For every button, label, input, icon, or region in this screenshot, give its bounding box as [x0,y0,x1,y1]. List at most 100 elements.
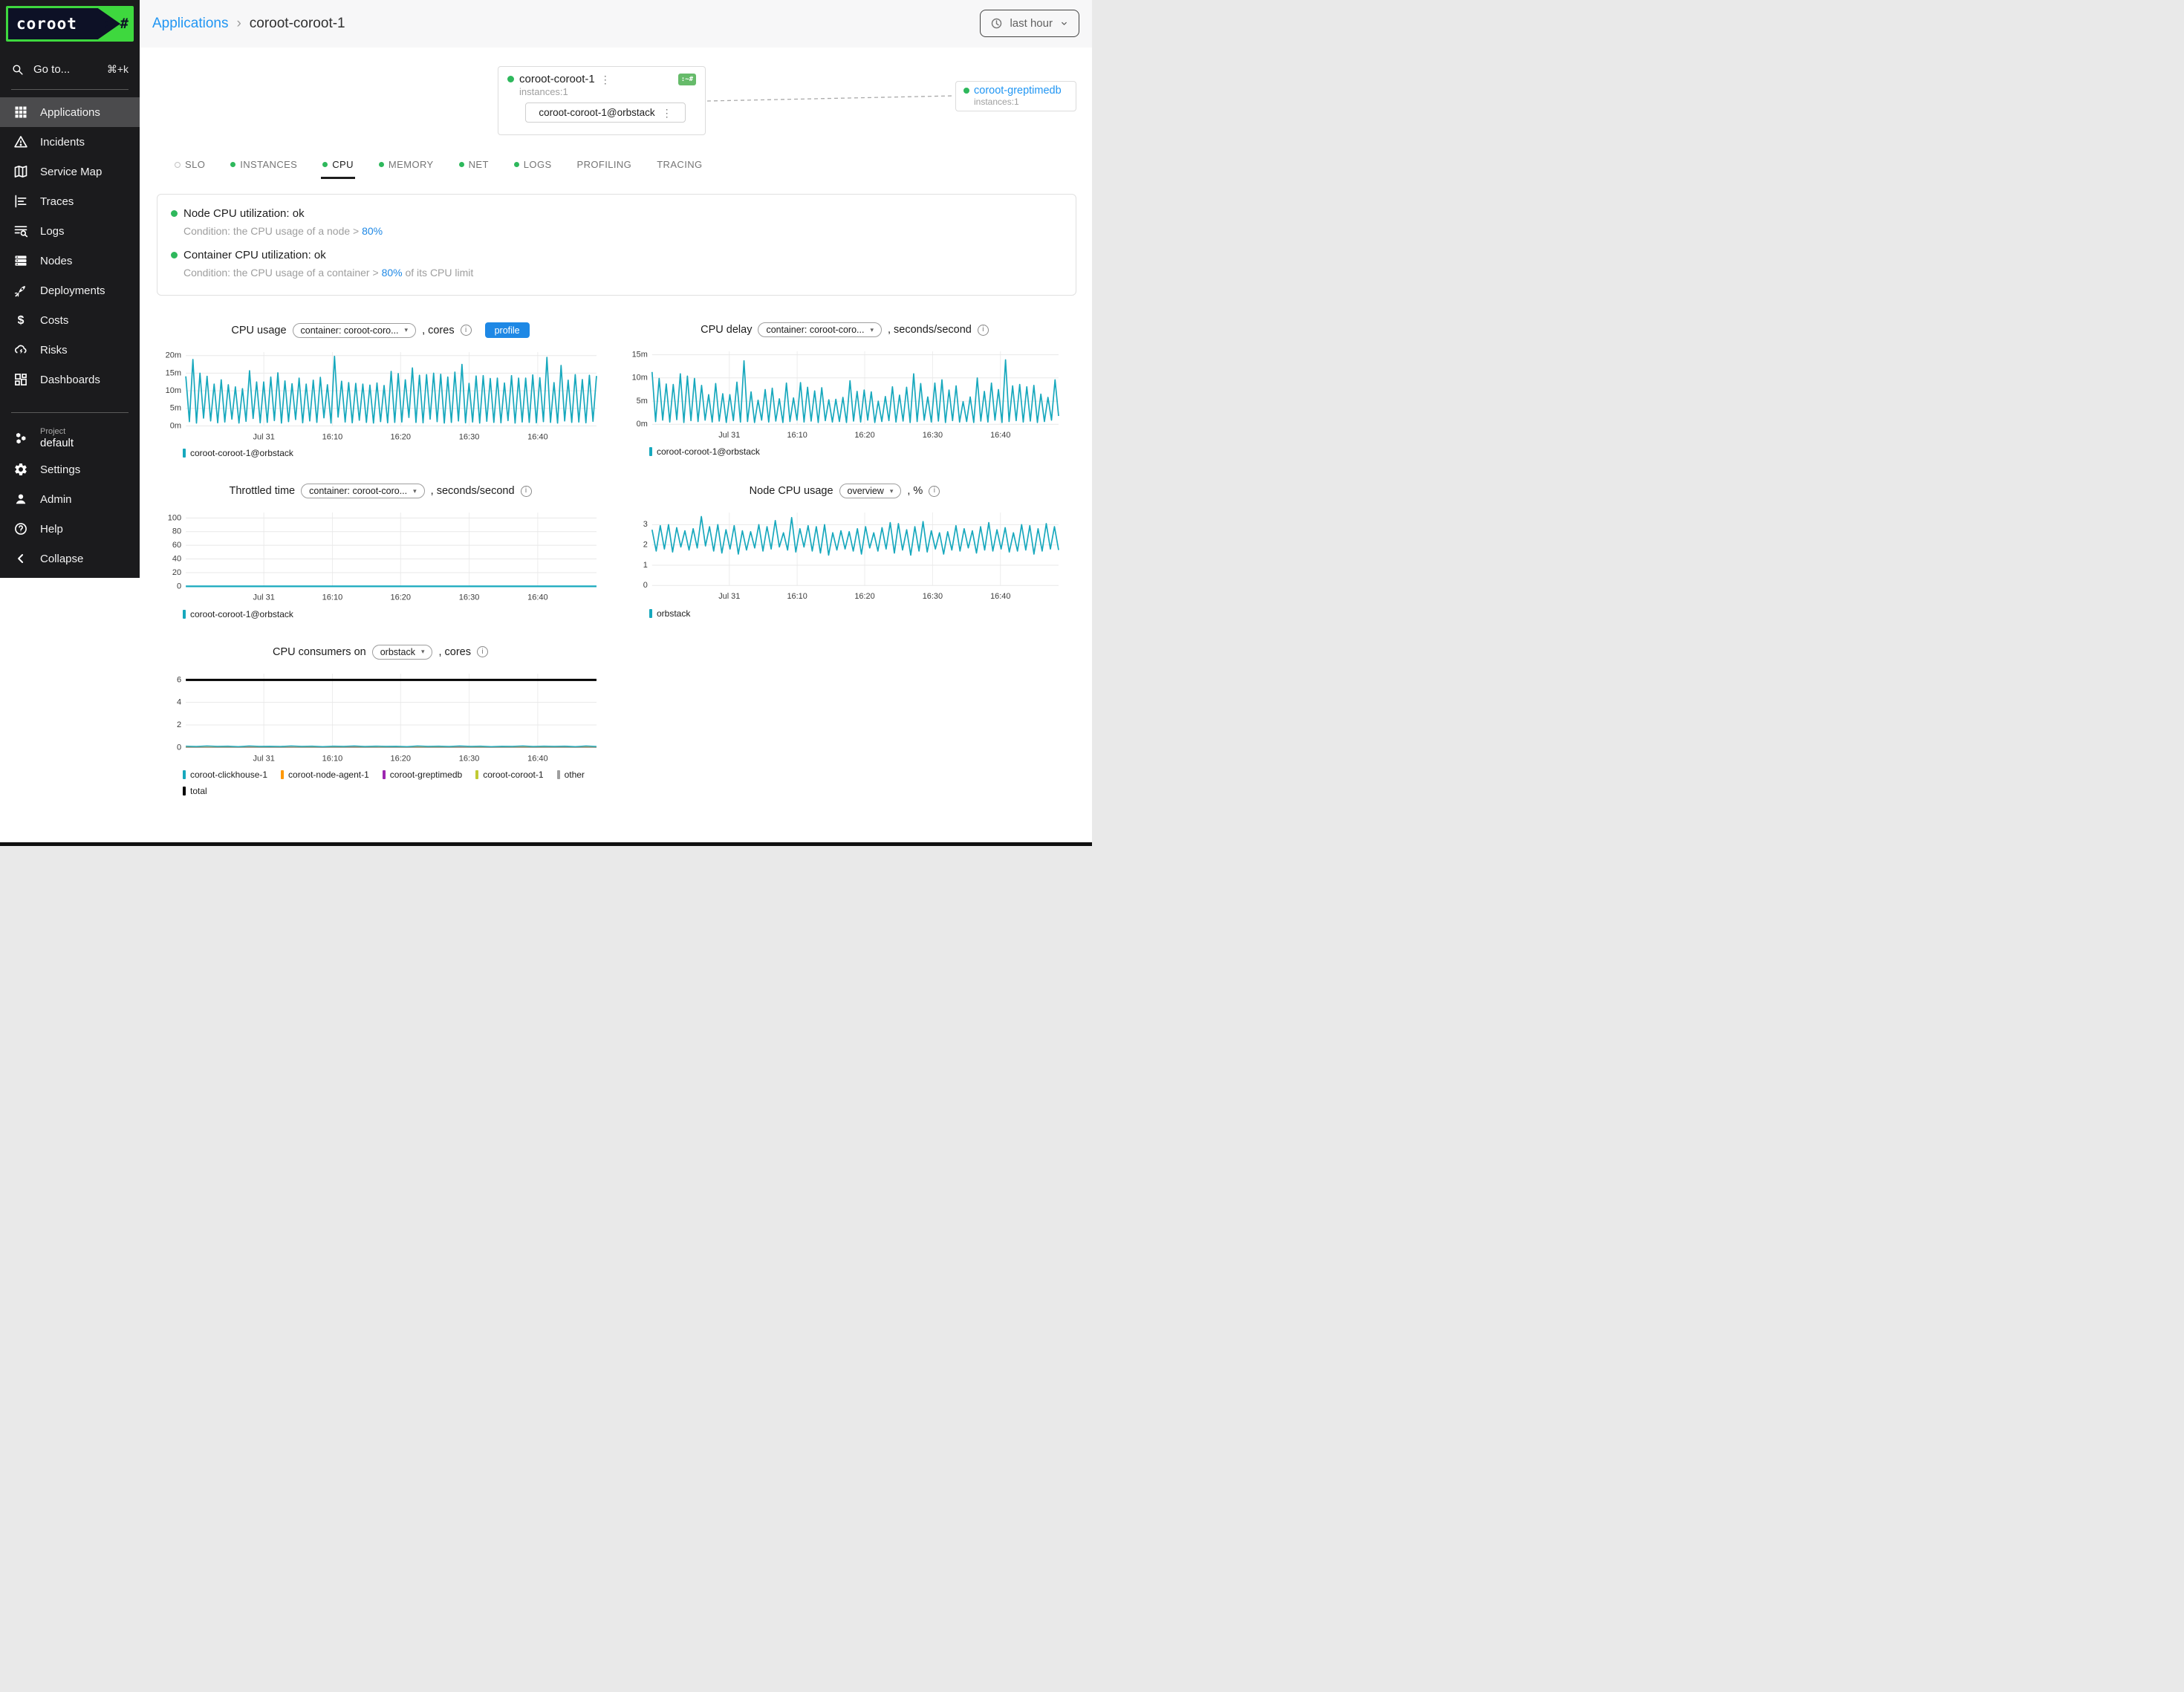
coroot-badge: :~# [678,74,696,85]
selector-value: orbstack [380,647,415,657]
service-node-coroot-greptimedb[interactable]: coroot-greptimedb instances:1 [955,81,1076,111]
svg-text:16:20: 16:20 [391,432,412,441]
svg-text:15m: 15m [166,368,181,377]
svg-text:Jul 31: Jul 31 [253,593,274,602]
info-icon[interactable]: i [477,646,488,657]
legend-item-coroot-node-agent-1[interactable]: coroot-node-agent-1 [281,769,369,780]
chart-title-row: Node CPU usageoverview▾, %i [627,484,1062,498]
sidebar-item-label: Help [40,523,63,536]
tab-cpu[interactable]: CPU [321,154,355,179]
sidebar-item-risks[interactable]: Risks [0,335,140,365]
info-icon[interactable]: i [929,486,940,497]
chart-title-row: CPU usage container: coroot-coro...▾ , cor… [160,322,600,338]
clock-icon [990,17,1003,30]
chart-title-row: CPU delaycontainer: coroot-coro...▾, sec… [627,322,1062,337]
status-dot [507,76,514,82]
instance-coroot-coroot-1-orbstack[interactable]: coroot-coroot-1@orbstack ⋮ [525,103,686,123]
profile-button[interactable]: profile [485,322,530,338]
check-threshold-link[interactable]: 80% [382,267,403,279]
legend-item-coroot-greptimedb[interactable]: coroot-greptimedb [383,769,462,780]
sidebar-item-logs[interactable]: Logs [0,216,140,246]
kebab-menu-icon[interactable]: ⋮ [600,74,611,85]
legend-item-coroot-coroot-1-orbstack[interactable]: coroot-coroot-1@orbstack [649,446,760,457]
tab-instances[interactable]: INSTANCES [229,154,299,179]
legend-item-other[interactable]: other [557,769,585,780]
chart-unit-suffix: , % [907,485,923,497]
tab-status-dot [459,162,464,167]
status-dot [963,88,969,94]
throttled-time-selector-dropdown[interactable]: container: coroot-coro...▾ [301,484,425,498]
sidebar-item-dashboards[interactable]: Dashboards [0,365,140,394]
legend-item-coroot-coroot-1[interactable]: coroot-coroot-1 [475,769,543,780]
info-icon[interactable]: i [978,325,989,336]
chart-title: CPU usage [231,325,286,336]
sidebar-item-settings[interactable]: Settings [0,455,140,484]
sidebar-item-service-map[interactable]: Service Map [0,157,140,186]
coroot-logo[interactable]: coroot :~# [6,6,134,42]
info-icon[interactable]: i [461,325,472,336]
sidebar-footer-menu: SettingsAdmin Help Collapse [0,455,140,573]
node-cpu-usage-selector-dropdown[interactable]: overview▾ [839,484,902,498]
selector-value: container: coroot-coro... [309,486,407,496]
service-node-coroot-coroot-1[interactable]: coroot-coroot-1 ⋮ :~# instances:1 coroot… [498,66,706,135]
service-title: coroot-coroot-1 [519,73,595,85]
svg-text:16:10: 16:10 [787,431,807,440]
legend-item-coroot-coroot-1-orbstack[interactable]: coroot-coroot-1@orbstack [183,448,293,458]
sidebar-item-costs[interactable]: $Costs [0,305,140,335]
time-range-picker[interactable]: last hour [980,10,1079,37]
legend-color-swatch [383,770,386,779]
logo-text: coroot [16,15,77,33]
peer-service-link[interactable]: coroot-greptimedb [974,85,1062,97]
legend-item-orbstack[interactable]: orbstack [649,608,690,619]
cpu-usage-selector-dropdown[interactable]: container: coroot-coro...▾ [293,323,417,338]
tab-label: MEMORY [389,159,434,170]
legend-item-coroot-clickhouse-1[interactable]: coroot-clickhouse-1 [183,769,267,780]
check-condition: Condition: the CPU usage of a node > 80% [183,225,1062,237]
tab-memory[interactable]: MEMORY [377,154,435,179]
tab-tracing[interactable]: TRACING [655,154,703,179]
sidebar-item-help[interactable]: Help [0,514,140,544]
sidebar-item-incidents[interactable]: Incidents [0,127,140,157]
check-threshold-link[interactable]: 80% [362,225,383,237]
tab-label: CPU [332,159,354,170]
tab-status-dot [514,162,519,167]
project-name: default [40,437,74,450]
tab-status-dot [322,162,328,167]
svg-text:16:10: 16:10 [322,593,343,602]
svg-text:0: 0 [643,582,648,590]
sidebar-item-label: Incidents [40,136,85,149]
chart-unit-suffix: , cores [422,325,455,336]
sidebar-item-applications[interactable]: Applications [0,97,140,127]
sidebar-item-label: Collapse [40,553,83,565]
map-icon [13,164,28,179]
svg-text:16:30: 16:30 [923,431,943,440]
sidebar-project[interactable]: Project default [0,420,140,455]
svg-text:16:40: 16:40 [527,754,548,763]
legend-item-total[interactable]: total [183,786,207,796]
storm-cloud-icon [13,342,28,357]
tab-logs[interactable]: LOGS [513,154,553,179]
sidebar-item-admin[interactable]: Admin [0,484,140,514]
svg-text:3: 3 [643,521,648,530]
sidebar-item-nodes[interactable]: Nodes [0,246,140,276]
tab-profiling[interactable]: PROFILING [576,154,634,179]
sidebar-divider [11,412,129,413]
sidebar-item-collapse[interactable]: Collapse [0,544,140,573]
tab-slo[interactable]: SLO [173,154,207,179]
tab-net[interactable]: NET [458,154,490,179]
breadcrumb-applications-link[interactable]: Applications [152,16,228,32]
svg-text:0m: 0m [637,420,648,429]
sidebar-item-traces[interactable]: Traces [0,186,140,216]
cpu-consumers-selector-dropdown[interactable]: orbstack▾ [372,645,433,660]
kebab-menu-icon[interactable]: ⋮ [662,108,672,118]
sidebar-item-deployments[interactable]: Deployments [0,276,140,305]
goto-search[interactable]: Go to... ⌘+k [11,56,129,82]
chart-title: CPU delay [701,324,752,336]
info-icon[interactable]: i [521,486,532,497]
cpu-delay-selector-dropdown[interactable]: container: coroot-coro...▾ [758,322,882,337]
breadcrumb-current: coroot-coroot-1 [250,16,345,32]
svg-text:2: 2 [177,720,181,729]
check-item: Node CPU utilization: okCondition: the C… [171,207,1062,237]
legend-color-swatch [475,770,478,779]
legend-item-coroot-coroot-1-orbstack[interactable]: coroot-coroot-1@orbstack [183,609,293,619]
